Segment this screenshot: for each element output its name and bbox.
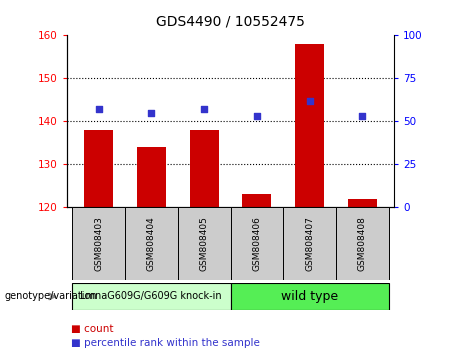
Bar: [295, 44, 324, 207]
Bar: [189, 130, 219, 207]
Point: [148, 110, 155, 115]
Text: GSM808406: GSM808406: [252, 216, 261, 271]
Bar: [348, 199, 377, 207]
Bar: [72, 207, 125, 280]
Point: [95, 107, 102, 112]
Point: [306, 98, 313, 103]
Text: GSM808403: GSM808403: [94, 216, 103, 271]
Bar: [230, 283, 389, 310]
Bar: [284, 207, 336, 280]
Point: [253, 113, 260, 119]
Point: [201, 107, 208, 112]
Bar: [84, 130, 113, 207]
Bar: [177, 207, 230, 280]
Text: GSM808408: GSM808408: [358, 216, 367, 271]
Text: genotype/variation: genotype/variation: [5, 291, 97, 302]
Text: ■ percentile rank within the sample: ■ percentile rank within the sample: [71, 338, 260, 348]
Bar: [336, 207, 389, 280]
Bar: [72, 283, 230, 310]
Text: GDS4490 / 10552475: GDS4490 / 10552475: [156, 14, 305, 28]
Point: [359, 113, 366, 119]
Text: GSM808405: GSM808405: [200, 216, 209, 271]
Bar: [242, 194, 272, 207]
Bar: [125, 207, 177, 280]
Bar: [137, 147, 166, 207]
Text: wild type: wild type: [281, 290, 338, 303]
Text: LmnaG609G/G609G knock-in: LmnaG609G/G609G knock-in: [81, 291, 222, 302]
Text: GSM808404: GSM808404: [147, 216, 156, 271]
Text: GSM808407: GSM808407: [305, 216, 314, 271]
Bar: [230, 207, 284, 280]
Text: ■ count: ■ count: [71, 324, 114, 334]
